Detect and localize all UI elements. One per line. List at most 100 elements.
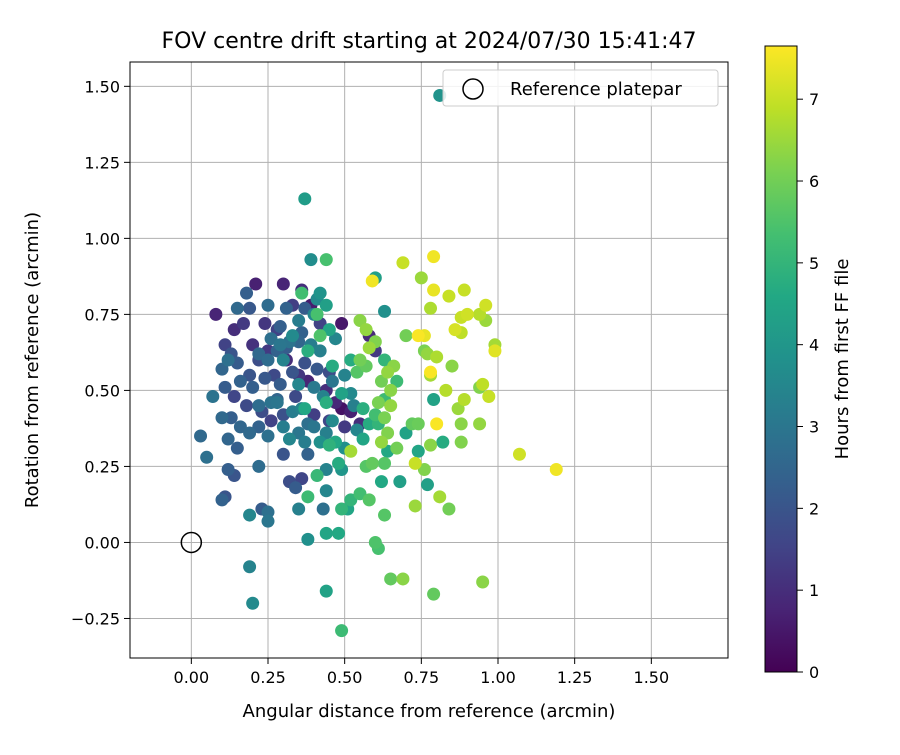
data-point: [353, 313, 367, 327]
data-point: [243, 368, 257, 382]
data-point: [282, 432, 296, 446]
data-point: [436, 435, 450, 449]
data-point: [301, 490, 315, 504]
data-point: [227, 389, 241, 403]
data-point: [381, 426, 395, 440]
y-tick-label: 0.50: [84, 381, 120, 400]
data-point: [249, 277, 263, 291]
data-point: [292, 502, 306, 516]
data-point: [442, 289, 456, 303]
data-point: [424, 365, 438, 379]
data-point: [276, 277, 290, 291]
data-point: [224, 411, 238, 425]
colorbar-gradient: [765, 46, 797, 672]
data-point: [270, 396, 284, 410]
data-point: [301, 344, 315, 358]
data-point: [396, 572, 410, 586]
data-point: [399, 329, 413, 343]
data-point: [194, 429, 208, 443]
data-point: [378, 353, 392, 367]
colorbar-tick-label: 7: [809, 90, 819, 109]
data-point: [473, 417, 487, 431]
data-point: [378, 304, 392, 318]
data-point: [289, 481, 303, 495]
data-point: [424, 301, 438, 315]
data-point: [430, 417, 444, 431]
data-point: [408, 456, 422, 470]
data-point: [368, 535, 382, 549]
data-point: [356, 432, 370, 446]
legend: Reference platepar: [442, 69, 719, 107]
data-point: [371, 396, 385, 410]
data-point: [322, 323, 336, 337]
data-point: [276, 420, 290, 434]
data-point: [252, 399, 266, 413]
colorbar-frame: [764, 45, 798, 673]
data-point: [295, 286, 309, 300]
colorbar-tick-label: 0: [809, 663, 819, 682]
data-point: [439, 383, 453, 397]
data-point: [427, 587, 441, 601]
data-point: [384, 399, 398, 413]
data-point: [243, 301, 257, 315]
data-point: [286, 329, 300, 343]
data-point: [215, 411, 229, 425]
data-point: [399, 426, 413, 440]
y-tick-label: 1.00: [84, 229, 120, 248]
data-point: [264, 332, 278, 346]
data-point: [335, 386, 349, 400]
x-tick-label: 1.25: [557, 668, 593, 687]
y-tick-label: 0.75: [84, 305, 120, 324]
data-point: [427, 283, 441, 297]
colorbar-ticks: 0 1 2 3 4 5 6 7: [797, 90, 819, 682]
data-point: [430, 350, 444, 364]
data-point: [457, 283, 471, 297]
data-point: [298, 301, 312, 315]
data-point: [319, 426, 333, 440]
legend-label: Reference platepar: [510, 79, 682, 100]
data-point: [233, 374, 247, 388]
data-point: [381, 365, 395, 379]
data-point: [307, 408, 321, 422]
data-point: [448, 323, 462, 337]
data-point: [230, 441, 244, 455]
data-point: [273, 377, 287, 391]
data-point: [451, 402, 465, 416]
data-point: [215, 362, 229, 376]
data-point: [304, 253, 318, 267]
data-point: [378, 411, 392, 425]
colorbar-tick-label: 6: [809, 172, 819, 191]
data-point: [457, 393, 471, 407]
data-point: [353, 487, 367, 501]
colorbar-tick-label: 4: [809, 336, 819, 355]
data-point: [445, 359, 459, 373]
x-axis-ticks: 0.00 0.25 0.50 0.75 1.00 1.25 1.50: [174, 658, 669, 687]
data-point: [328, 332, 342, 346]
colorbar-tick-label: 1: [809, 581, 819, 600]
data-point: [221, 462, 235, 476]
data-point: [276, 353, 290, 367]
data-point: [325, 359, 339, 373]
data-point: [325, 374, 339, 388]
data-point: [215, 493, 229, 507]
data-point: [454, 435, 468, 449]
data-point: [246, 596, 260, 610]
data-point: [362, 341, 376, 355]
data-point: [319, 584, 333, 598]
data-point: [335, 502, 349, 516]
y-tick-label: 0.25: [84, 457, 120, 476]
data-point: [325, 414, 339, 428]
data-point: [328, 396, 342, 410]
data-point: [301, 447, 315, 461]
data-point: [252, 347, 266, 361]
data-point: [240, 286, 254, 300]
data-point: [476, 377, 490, 391]
data-point: [319, 253, 333, 267]
data-point: [473, 307, 487, 321]
chart-title: FOV centre drift starting at 2024/07/30 …: [162, 29, 697, 54]
data-point: [512, 447, 526, 461]
data-point: [286, 365, 300, 379]
data-point: [411, 417, 425, 431]
data-point: [374, 435, 388, 449]
